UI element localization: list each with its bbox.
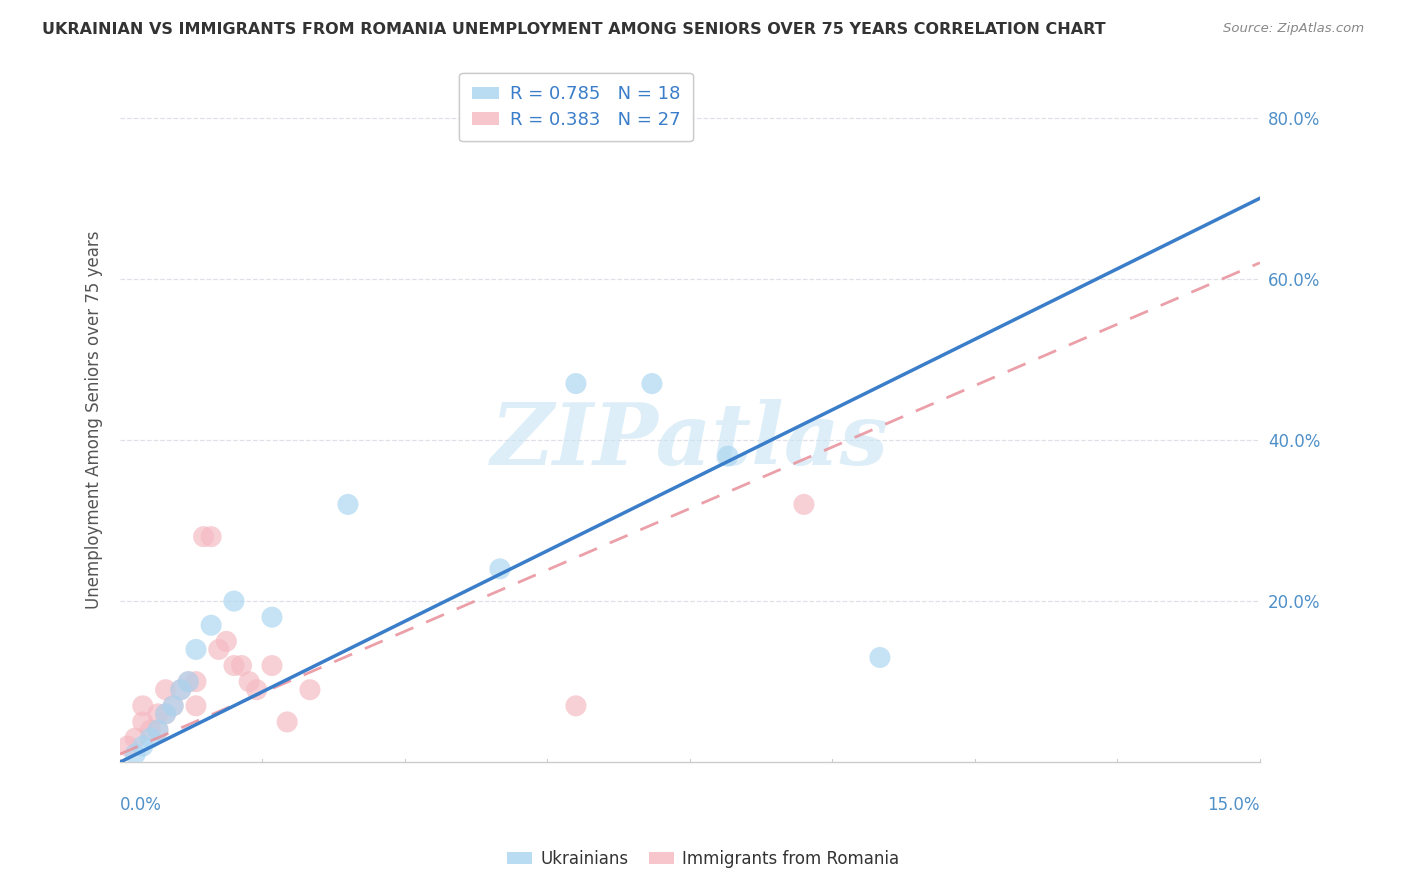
- Point: [132, 714, 155, 729]
- Point: [231, 658, 253, 673]
- Point: [260, 658, 283, 673]
- Point: [170, 682, 193, 697]
- Point: [200, 618, 222, 632]
- Point: [276, 714, 298, 729]
- Text: 15.0%: 15.0%: [1208, 797, 1260, 814]
- Point: [162, 698, 184, 713]
- Point: [793, 497, 815, 511]
- Legend: R = 0.785   N = 18, R = 0.383   N = 27: R = 0.785 N = 18, R = 0.383 N = 27: [458, 73, 693, 141]
- Point: [489, 562, 512, 576]
- Point: [132, 698, 155, 713]
- Point: [184, 674, 207, 689]
- Text: UKRAINIAN VS IMMIGRANTS FROM ROMANIA UNEMPLOYMENT AMONG SENIORS OVER 75 YEARS CO: UKRAINIAN VS IMMIGRANTS FROM ROMANIA UNE…: [42, 22, 1105, 37]
- Point: [565, 698, 588, 713]
- Point: [208, 642, 231, 657]
- Point: [155, 706, 177, 721]
- Point: [146, 723, 169, 737]
- Point: [155, 682, 177, 697]
- Point: [238, 674, 260, 689]
- Point: [246, 682, 269, 697]
- Point: [139, 731, 162, 745]
- Point: [162, 698, 184, 713]
- Point: [177, 674, 200, 689]
- Point: [177, 674, 200, 689]
- Text: Source: ZipAtlas.com: Source: ZipAtlas.com: [1223, 22, 1364, 36]
- Point: [132, 739, 155, 753]
- Point: [170, 682, 193, 697]
- Point: [641, 376, 664, 391]
- Y-axis label: Unemployment Among Seniors over 75 years: Unemployment Among Seniors over 75 years: [86, 230, 103, 609]
- Point: [139, 723, 162, 737]
- Point: [184, 698, 207, 713]
- Point: [124, 731, 146, 745]
- Text: 0.0%: 0.0%: [120, 797, 162, 814]
- Point: [155, 706, 177, 721]
- Point: [184, 642, 207, 657]
- Point: [193, 530, 215, 544]
- Point: [717, 449, 740, 463]
- Point: [146, 723, 169, 737]
- Point: [869, 650, 891, 665]
- Point: [260, 610, 283, 624]
- Point: [565, 376, 588, 391]
- Point: [200, 530, 222, 544]
- Point: [222, 594, 245, 608]
- Point: [298, 682, 321, 697]
- Legend: Ukrainians, Immigrants from Romania: Ukrainians, Immigrants from Romania: [501, 844, 905, 875]
- Point: [146, 706, 169, 721]
- Point: [124, 747, 146, 761]
- Point: [336, 497, 359, 511]
- Point: [215, 634, 238, 648]
- Text: ZIPatlas: ZIPatlas: [491, 399, 889, 482]
- Point: [117, 739, 139, 753]
- Point: [222, 658, 245, 673]
